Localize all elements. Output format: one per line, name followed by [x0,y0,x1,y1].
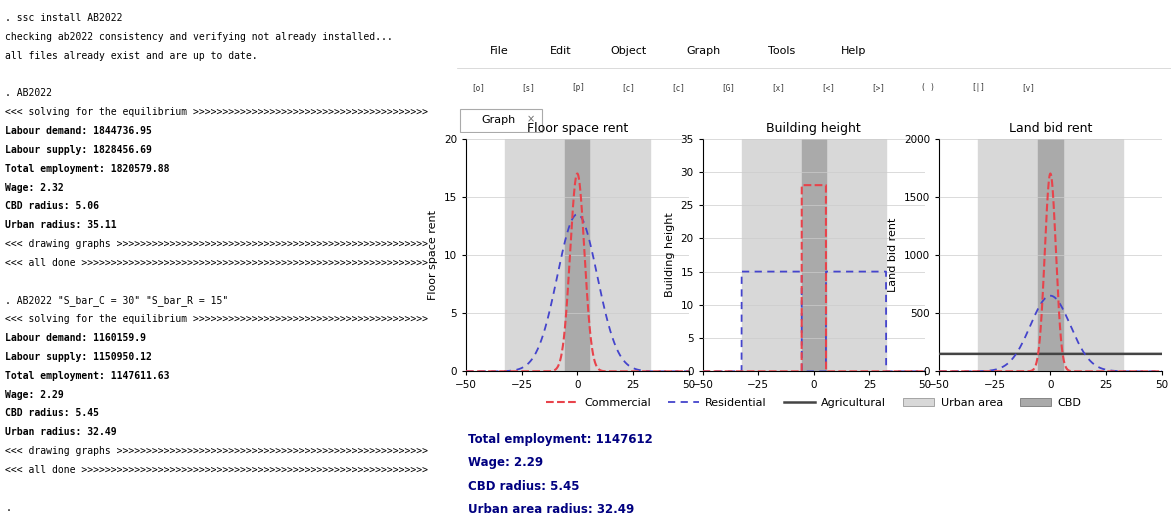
Title: Land bid rent: Land bid rent [1008,122,1093,134]
Text: ■  Graph - Graph: ■ Graph - Graph [474,13,577,25]
Text: [>]: [>] [871,83,885,92]
Bar [566,139,589,371]
Text: —: — [1075,13,1088,25]
Text: [c]: [c] [621,83,635,92]
Text: <<< drawing graphs >>>>>>>>>>>>>>>>>>>>>>>>>>>>>>>>>>>>>>>>>>>>>>>>>>>>>: <<< drawing graphs >>>>>>>>>>>>>>>>>>>>>… [6,239,429,249]
Text: <<< all done >>>>>>>>>>>>>>>>>>>>>>>>>>>>>>>>>>>>>>>>>>>>>>>>>>>>>>>>>>>: <<< all done >>>>>>>>>>>>>>>>>>>>>>>>>>>… [6,258,429,268]
Text: Wage: 2.29: Wage: 2.29 [468,457,543,470]
Text: ( ): ( ) [922,83,934,92]
FancyBboxPatch shape [460,109,542,132]
Y-axis label: Land bid rent: Land bid rent [889,218,898,292]
Text: Graph: Graph [686,47,720,56]
Text: ✕: ✕ [1141,13,1151,25]
Text: <<< solving for the equilibrium >>>>>>>>>>>>>>>>>>>>>>>>>>>>>>>>>>>>>>>>: <<< solving for the equilibrium >>>>>>>>… [6,107,429,117]
Text: CBD radius: 5.45: CBD radius: 5.45 [468,480,580,493]
Text: Total employment: 1147612: Total employment: 1147612 [468,433,653,446]
Text: Labour demand: 1844736.95: Labour demand: 1844736.95 [6,126,152,136]
Text: <<< solving for the equilibrium >>>>>>>>>>>>>>>>>>>>>>>>>>>>>>>>>>>>>>>>: <<< solving for the equilibrium >>>>>>>>… [6,314,429,324]
Text: [v]: [v] [1021,83,1035,92]
Text: Urban radius: 35.11: Urban radius: 35.11 [6,220,117,230]
Text: [o]: [o] [471,83,485,92]
Text: Urban area radius: 32.49: Urban area radius: 32.49 [468,503,635,516]
Text: Tools: Tools [768,47,795,56]
Text: CBD radius: 5.06: CBD radius: 5.06 [6,201,100,211]
Text: Wage: 2.29: Wage: 2.29 [6,390,64,400]
Text: Labour demand: 1160159.9: Labour demand: 1160159.9 [6,333,146,343]
Text: [G]: [G] [721,83,735,92]
Text: all files already exist and are up to date.: all files already exist and are up to da… [6,51,258,61]
Text: <<< drawing graphs >>>>>>>>>>>>>>>>>>>>>>>>>>>>>>>>>>>>>>>>>>>>>>>>>>>>>: <<< drawing graphs >>>>>>>>>>>>>>>>>>>>>… [6,446,429,456]
Text: Object: Object [610,47,646,56]
Text: CBD radius: 5.45: CBD radius: 5.45 [6,408,100,418]
Text: Labour supply: 1828456.69: Labour supply: 1828456.69 [6,145,152,155]
Text: [<]: [<] [821,83,835,92]
Text: Graph: Graph [481,115,516,125]
Bar [978,139,1123,371]
Bar [505,139,650,371]
Bar [741,139,886,371]
Text: [x]: [x] [771,83,785,92]
Text: File: File [491,47,509,56]
Text: . AB2022 "S_bar_C = 30" "S_bar_R = 15": . AB2022 "S_bar_C = 30" "S_bar_R = 15" [6,295,228,306]
Text: Total employment: 1820579.88: Total employment: 1820579.88 [6,164,170,174]
Text: [|]: [|] [971,83,985,92]
Text: . ssc install AB2022: . ssc install AB2022 [6,13,123,23]
Text: Urban radius: 32.49: Urban radius: 32.49 [6,427,117,437]
Title: Building height: Building height [767,122,861,134]
Y-axis label: Floor space rent: Floor space rent [429,210,438,300]
Text: <<< all done >>>>>>>>>>>>>>>>>>>>>>>>>>>>>>>>>>>>>>>>>>>>>>>>>>>>>>>>>>>: <<< all done >>>>>>>>>>>>>>>>>>>>>>>>>>>… [6,465,429,475]
Title: Floor space rent: Floor space rent [527,122,628,134]
Y-axis label: Building height: Building height [665,212,674,298]
Text: .: . [6,503,12,513]
Bar [802,139,826,371]
Bar [1039,139,1062,371]
Legend: Commercial, Residential, Agricultural, Urban area, CBD: Commercial, Residential, Agricultural, U… [547,397,1081,408]
Text: ×: × [527,115,535,125]
Text: . AB2022: . AB2022 [6,88,53,98]
Text: [p]: [p] [571,83,584,92]
Text: Labour supply: 1150950.12: Labour supply: 1150950.12 [6,352,152,362]
Text: Total employment: 1147611.63: Total employment: 1147611.63 [6,371,170,381]
Text: [s]: [s] [521,83,535,92]
Text: Wage: 2.32: Wage: 2.32 [6,183,64,192]
Text: checking ab2022 consistency and verifying not already installed...: checking ab2022 consistency and verifyin… [6,32,393,42]
Text: [c]: [c] [671,83,685,92]
Text: □: □ [1104,13,1116,25]
Text: Edit: Edit [549,47,571,56]
Text: Help: Help [841,47,865,56]
